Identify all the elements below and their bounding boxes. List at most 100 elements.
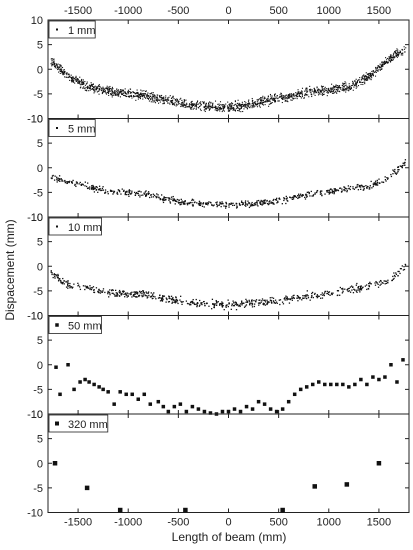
- y-tick-label: -10: [27, 508, 43, 520]
- data-point: [379, 66, 381, 68]
- data-point: [96, 86, 98, 88]
- data-point: [136, 292, 138, 295]
- data-point: [253, 305, 256, 308]
- data-point: [334, 189, 336, 191]
- data-point: [290, 93, 292, 95]
- data-point: [331, 190, 334, 192]
- data-point: [174, 102, 176, 104]
- data-point: [233, 105, 235, 107]
- data-point: [331, 92, 334, 94]
- data-point: [346, 87, 349, 89]
- data-point: [332, 87, 334, 89]
- data-point: [204, 110, 206, 113]
- data-point: [168, 300, 171, 303]
- data-point: [55, 63, 57, 65]
- data-point: [111, 96, 113, 98]
- data-point: [332, 88, 334, 90]
- data-point: [356, 186, 358, 188]
- data-point: [181, 201, 183, 204]
- data-point: [187, 303, 189, 305]
- data-point: [143, 192, 145, 194]
- data-point: [179, 299, 181, 301]
- data-point: [246, 106, 248, 108]
- data-point: [385, 280, 387, 282]
- data-point: [168, 295, 170, 297]
- data-point: [147, 192, 149, 194]
- data-point: [54, 275, 56, 278]
- data-point: [56, 65, 58, 67]
- data-point: [328, 291, 331, 293]
- data-point: [323, 93, 325, 95]
- data-point: [146, 93, 148, 95]
- data-point: [305, 88, 307, 90]
- data-point: [378, 65, 380, 67]
- data-point: [396, 53, 398, 55]
- data-point: [154, 97, 156, 99]
- data-point: [269, 297, 271, 299]
- data-point: [64, 76, 66, 78]
- data-point: [376, 70, 378, 72]
- data-point: [238, 304, 241, 306]
- data-point: [327, 293, 330, 296]
- data-point: [289, 93, 291, 95]
- data-point: [208, 107, 210, 109]
- data-point: [277, 201, 279, 203]
- data-point: [61, 72, 63, 74]
- data-point: [273, 300, 275, 302]
- data-point: [252, 204, 254, 207]
- data-point: [354, 84, 356, 86]
- data-point: [244, 202, 247, 204]
- data-point: [133, 295, 135, 298]
- legend-label: 50 mm: [68, 321, 102, 333]
- data-point: [291, 296, 293, 298]
- data-point: [344, 83, 346, 85]
- data-point: [304, 295, 307, 297]
- data-point: [301, 194, 304, 196]
- data-point: [142, 93, 144, 95]
- data-point: [252, 102, 254, 105]
- data-point: [93, 87, 96, 89]
- data-point: [155, 197, 158, 199]
- data-point: [114, 91, 116, 93]
- data-point: [244, 200, 247, 202]
- data-point: [386, 177, 388, 179]
- data-point: [396, 172, 398, 174]
- data-point: [248, 102, 250, 105]
- data-point: [162, 97, 164, 99]
- data-point: [139, 93, 141, 95]
- y-tick-label: -10: [27, 311, 43, 323]
- data-point: [99, 187, 101, 190]
- data-point: [343, 89, 346, 91]
- data-point: [201, 302, 203, 304]
- y-tick-label: 0: [37, 261, 43, 273]
- data-point: [229, 109, 231, 111]
- data-point: [154, 96, 156, 98]
- data-point: [155, 298, 157, 300]
- y-tick-label: -5: [33, 187, 43, 199]
- data-point: [263, 101, 265, 103]
- data-point: [171, 297, 174, 299]
- data-point: [181, 303, 183, 306]
- data-point: [401, 166, 403, 168]
- data-point: [141, 295, 143, 298]
- data-point: [221, 305, 224, 307]
- data-point: [51, 272, 53, 274]
- data-point: [202, 202, 205, 204]
- data-point: [239, 305, 241, 307]
- data-point: [116, 191, 118, 194]
- data-point: [297, 193, 300, 195]
- data-point: [193, 302, 195, 304]
- data-point: [397, 171, 399, 173]
- data-point: [107, 87, 109, 89]
- data-point: [355, 290, 357, 292]
- data-point: [247, 100, 250, 102]
- data-point: [164, 197, 167, 199]
- data-point: [243, 108, 245, 110]
- data-point: [147, 191, 150, 193]
- data-point: [112, 289, 114, 291]
- data-point: [270, 95, 272, 97]
- data-point: [331, 189, 333, 191]
- data-point: [97, 191, 99, 193]
- data-point: [153, 95, 155, 97]
- data-point: [241, 300, 243, 302]
